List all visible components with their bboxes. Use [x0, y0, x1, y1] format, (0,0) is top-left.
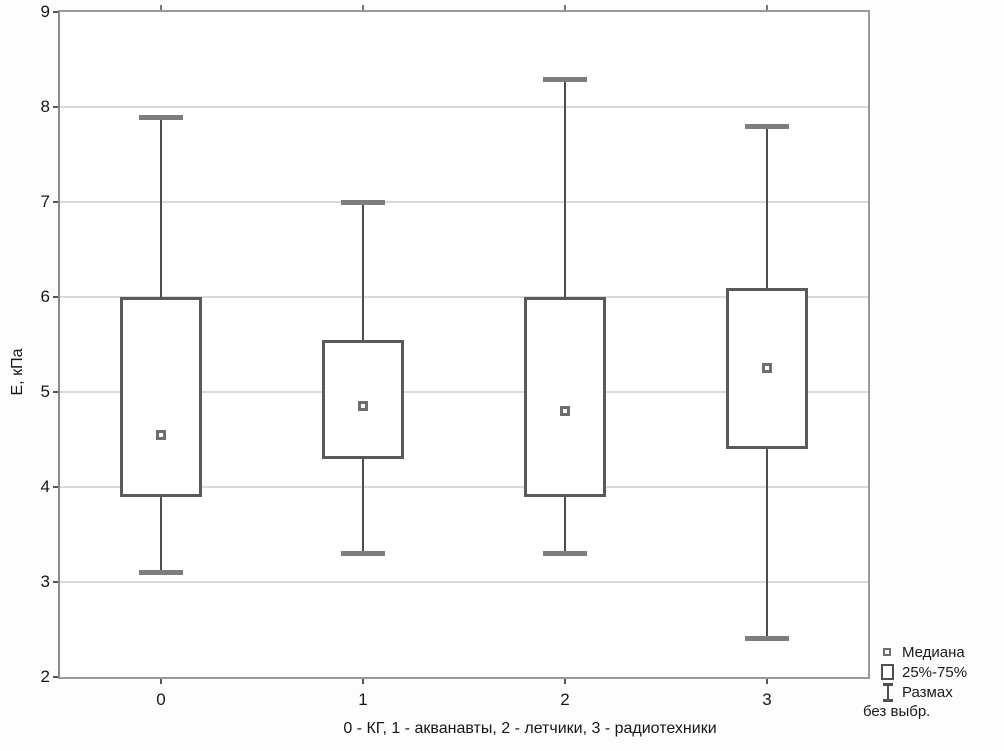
quartile-box-icon — [881, 664, 894, 680]
plot-area — [53, 5, 870, 684]
median-marker-0 — [156, 429, 166, 440]
x-axis-caption: 0 - КГ, 1 - акванавты, 2 - летчики, 3 - … — [343, 720, 717, 737]
y-tick-label-9: 9 — [40, 2, 50, 21]
legend-item-median: Медиана — [863, 642, 1003, 662]
whisker-cap-low-0 — [139, 569, 183, 575]
quartile-box-1 — [322, 339, 404, 459]
y-tick-9 — [53, 11, 58, 13]
y-tick-label-8: 8 — [40, 97, 50, 116]
legend-item-range: Размах — [863, 682, 1003, 702]
y-tick-7 — [53, 201, 58, 203]
y-tick-label-4: 4 — [40, 477, 50, 496]
median-marker-2 — [560, 406, 570, 416]
y-tick-label-2: 2 — [40, 667, 50, 686]
gridline-y8 — [60, 106, 868, 108]
legend: Медиана 25%-75% Размах без выбр. — [863, 642, 1003, 721]
x-tick-top-0 — [160, 5, 162, 10]
y-tick-3 — [53, 581, 58, 583]
y-tick-label-3: 3 — [40, 572, 50, 591]
x-tick-bottom-0 — [160, 679, 162, 684]
gridline-y3 — [60, 581, 868, 583]
whisker-cap-high-3 — [745, 124, 789, 129]
gridline-y5 — [60, 391, 868, 393]
x-tick-bottom-3 — [766, 679, 768, 684]
whisker-cap-low-2 — [543, 550, 587, 556]
x-tick-bottom-2 — [564, 679, 566, 684]
legend-box-label: 25%-75% — [902, 663, 968, 681]
x-tick-top-2 — [564, 5, 566, 10]
whisker-cap-high-0 — [139, 114, 183, 120]
y-tick-label-5: 5 — [40, 382, 50, 401]
whisker-cap-high-1 — [341, 200, 385, 205]
x-tick-label-1: 1 — [358, 690, 368, 709]
legend-median-label: Медиана — [902, 643, 965, 661]
whisker-cap-low-1 — [341, 550, 385, 556]
x-tick-bottom-1 — [362, 679, 364, 684]
x-tick-label-0: 0 — [156, 690, 166, 709]
median-marker-icon — [883, 648, 891, 656]
y-tick-label-7: 7 — [40, 192, 50, 211]
y-tick-8 — [53, 106, 58, 108]
legend-item-box: 25%-75% — [863, 662, 1003, 682]
legend-range-label-line2: без выбр. — [863, 703, 931, 720]
whisker-cap-high-2 — [543, 76, 587, 82]
median-marker-1 — [358, 401, 368, 412]
y-tick-6 — [53, 296, 58, 298]
y-axis-title: Е, кПа — [9, 348, 26, 396]
y-tick-label-6: 6 — [40, 287, 50, 306]
whisker-range-icon — [881, 682, 895, 702]
y-tick-2 — [53, 676, 58, 678]
quartile-box-0 — [120, 297, 202, 497]
gridline-y6 — [60, 296, 868, 298]
x-tick-top-1 — [362, 5, 364, 10]
gridline-y7 — [60, 201, 868, 203]
y-tick-4 — [53, 486, 58, 488]
y-tick-5 — [53, 391, 58, 393]
legend-range-label: Размах — [902, 683, 953, 701]
x-tick-label-3: 3 — [762, 690, 772, 709]
x-tick-top-3 — [766, 5, 768, 10]
whisker-cap-low-3 — [745, 636, 789, 641]
quartile-box-2 — [524, 297, 606, 497]
x-tick-label-2: 2 — [560, 690, 570, 709]
gridline-y4 — [60, 486, 868, 488]
legend-item-range-line2: без выбр. — [863, 702, 1003, 721]
median-marker-3 — [762, 363, 772, 374]
